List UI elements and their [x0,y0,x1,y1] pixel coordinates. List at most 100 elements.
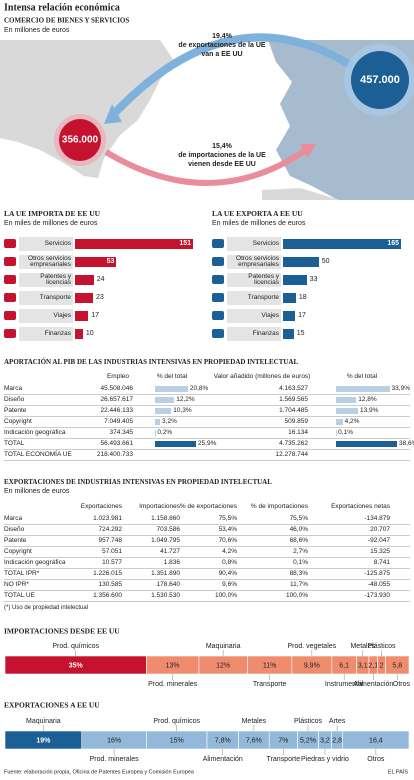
eu-circle [351,51,409,109]
row-icon [4,275,16,284]
column-header: % del total [156,373,188,380]
table-title: EXPORTACIONES DE INDUSTRIAS INTENSIVAS E… [4,478,272,486]
segment-label: Prod. minerales [90,756,140,763]
cell: 11,7% [290,581,308,588]
pct-bar [155,397,175,403]
pct-bar [155,419,161,425]
cell: 100,0% [214,592,237,599]
cell: -173.930 [364,592,390,599]
pct-label: 12,2% [176,396,195,403]
africa [262,188,340,200]
column-header: % de exportaciones [179,503,237,510]
row-label: Diseño [4,396,25,403]
category-label: Viajes [227,309,281,323]
value-label: 2 [380,662,384,669]
category-label: Viajes [19,309,73,323]
row-line [4,579,410,580]
us-total: 356.000 [62,135,99,146]
import-note: de importaciones de la UE [178,152,266,159]
cell: 218.400.733 [96,451,133,458]
pct-bar [336,386,390,392]
segment-label: Alimentación [353,681,393,688]
segment-label: Maquinaria [26,718,61,725]
value-label: 9,9% [304,662,320,669]
row-icon [212,311,224,320]
cell: 26.657.617 [100,396,133,403]
cell: 1.836 [163,559,180,566]
cell: 88,3% [289,570,308,577]
cell: 41.727 [160,548,180,555]
category-label: Finanzas [227,327,281,341]
column-header: Importaciones [139,503,180,510]
cell: 53,4% [218,526,237,533]
export-pct: 19,4% [212,33,233,40]
import-arrow [104,147,308,186]
category-label: Finanzas [19,327,73,341]
row-line [4,524,410,525]
category-label: Patentes y licencias [19,273,73,287]
segment-label: Maquinaria [206,643,241,650]
row-label: Copyright [4,418,32,425]
segment-label: Piedras y vidrio [301,756,349,763]
cell: 703.586 [156,526,181,533]
cell: -92.047 [367,537,390,544]
import-pct: 15,4% [212,143,233,150]
cell: 1.569.565 [279,396,308,403]
value-label: 151 [179,240,191,247]
chart-title: IMPORTACIONES DESDE EE UU [4,627,120,636]
row-line [4,416,410,417]
row-line [4,394,410,395]
row-icon [4,311,16,320]
row-line [4,601,410,602]
value-label: 35% [69,662,84,669]
cell: 7.049.405 [104,418,133,425]
cell: 2,7% [293,548,308,555]
value-label: 16,4 [369,737,383,744]
bar [283,275,307,285]
cell: 957.748 [98,537,123,544]
pct-label: 25,9% [197,440,217,447]
value-label: 17 [298,312,306,319]
us-circle [59,119,101,161]
value-label: 13% [166,662,180,669]
row-icon [4,239,16,248]
row-line [4,427,410,428]
value-label: 2,8 [332,737,342,744]
source: Fuente: elaboración propia, Oficina de P… [4,769,195,775]
pct-bar [155,386,188,392]
value-label: 23 [95,294,104,301]
chart-subtitle: En miles de millones de euros [212,220,306,227]
column-header: % de importaciones [250,503,308,510]
pct-bar [155,441,196,447]
row-line [4,449,410,450]
cell: 75,5% [289,515,308,522]
export-note: de exportaciones de la UE [178,42,265,49]
cell: 1.226.015 [93,570,122,577]
row-label: TOTAL IPR* [4,570,40,577]
segment-label: Prod. químicos [153,718,200,725]
value-label: 12% [216,662,230,669]
row-icon [212,239,224,248]
value-label: 33 [309,276,318,283]
cell: 9,6% [222,581,237,588]
pct-label: 12,8% [358,396,377,403]
cell: 68,6% [289,537,308,544]
cell: 12.278.744 [275,451,308,458]
category-label: Servicios [19,237,73,251]
cell: 1.049.795 [151,537,180,544]
value-label: 11% [263,662,277,669]
row-line [4,568,410,569]
value-label: 17 [91,312,100,319]
value-label: 3,2 [320,737,330,744]
value-label: 2,1 [368,662,378,669]
pct-label: 3,2% [162,418,177,425]
pct-label: 20,8% [189,385,209,392]
segment-label: Transporte [253,681,287,688]
row-label: Marca [4,515,23,522]
chart-title: LA UE EXPORTA A EE UU [212,209,303,218]
page-title: Intensa relación económica [4,2,120,13]
value-label: 15 [296,330,305,337]
cell: 57.051 [102,548,122,555]
cell: 374.345 [109,429,134,436]
